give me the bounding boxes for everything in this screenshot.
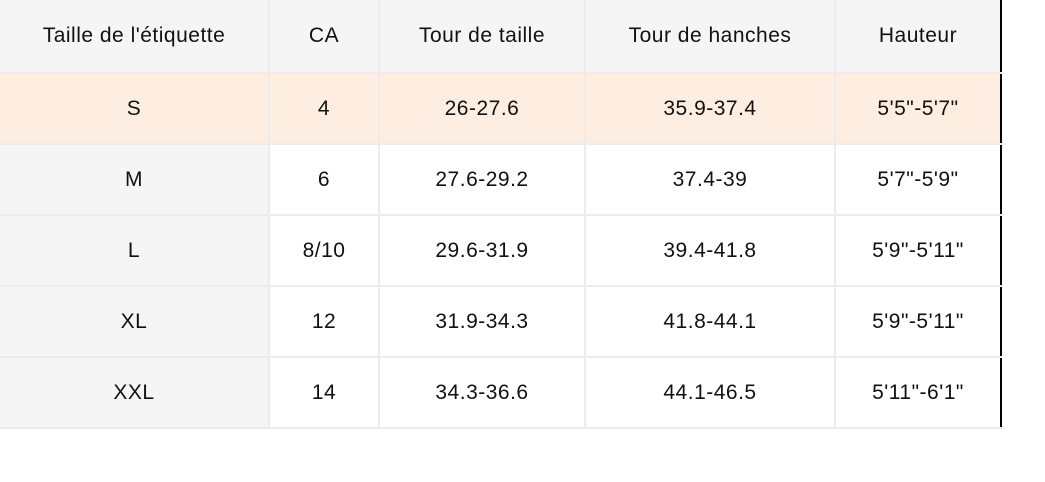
table-cell: 35.9-37.4 bbox=[584, 72, 836, 145]
table-cell: 6 bbox=[268, 143, 380, 216]
table-cell: L bbox=[0, 214, 270, 287]
table-cell: 29.6-31.9 bbox=[378, 214, 586, 287]
header-row: Taille de l'étiquette CA Tour de taille Tou… bbox=[0, 0, 1001, 74]
column-header: CA bbox=[268, 0, 380, 74]
table-cell: 41.8-44.1 bbox=[584, 285, 836, 358]
table-cell: 5'11"-6'1" bbox=[834, 356, 1001, 429]
table-row: S 4 26-27.6 35.9-37.4 5'5"-5'7" bbox=[0, 72, 1001, 145]
column-header: Tour de taille bbox=[378, 0, 586, 74]
table-cell: XL bbox=[0, 285, 270, 358]
table-cell: S bbox=[0, 72, 270, 145]
column-header: Tour de hanches bbox=[584, 0, 836, 74]
table-cell: 12 bbox=[268, 285, 380, 358]
table-cell: 5'7"-5'9" bbox=[834, 143, 1001, 216]
table-cell: 39.4-41.8 bbox=[584, 214, 836, 287]
table-row: L 8/10 29.6-31.9 39.4-41.8 5'9"-5'11" bbox=[0, 214, 1001, 287]
column-header: Hauteur bbox=[834, 0, 1001, 74]
table-row: M 6 27.6-29.2 37.4-39 5'7"-5'9" bbox=[0, 143, 1001, 216]
table-cell: 4 bbox=[268, 72, 380, 145]
table-cell: XXL bbox=[0, 356, 270, 429]
table-cell: 5'5"-5'7" bbox=[834, 72, 1001, 145]
table-cell: 26-27.6 bbox=[378, 72, 586, 145]
table-cell: M bbox=[0, 143, 270, 216]
table-row: XXL 14 34.3-36.6 44.1-46.5 5'11"-6'1" bbox=[0, 356, 1001, 429]
table-cell: 8/10 bbox=[268, 214, 380, 287]
table-cell: 27.6-29.2 bbox=[378, 143, 586, 216]
table-cell: 14 bbox=[268, 356, 380, 429]
size-chart-table: Taille de l'étiquette CA Tour de taille Tou… bbox=[0, 0, 1002, 429]
column-header: Taille de l'étiquette bbox=[0, 0, 270, 74]
table-cell: 5'9"-5'11" bbox=[834, 214, 1001, 287]
table-cell: 31.9-34.3 bbox=[378, 285, 586, 358]
table-cell: 5'9"-5'11" bbox=[834, 285, 1001, 358]
table-cell: 37.4-39 bbox=[584, 143, 836, 216]
table-cell: 44.1-46.5 bbox=[584, 356, 836, 429]
table-row: XL 12 31.9-34.3 41.8-44.1 5'9"-5'11" bbox=[0, 285, 1001, 358]
table-cell: 34.3-36.6 bbox=[378, 356, 586, 429]
